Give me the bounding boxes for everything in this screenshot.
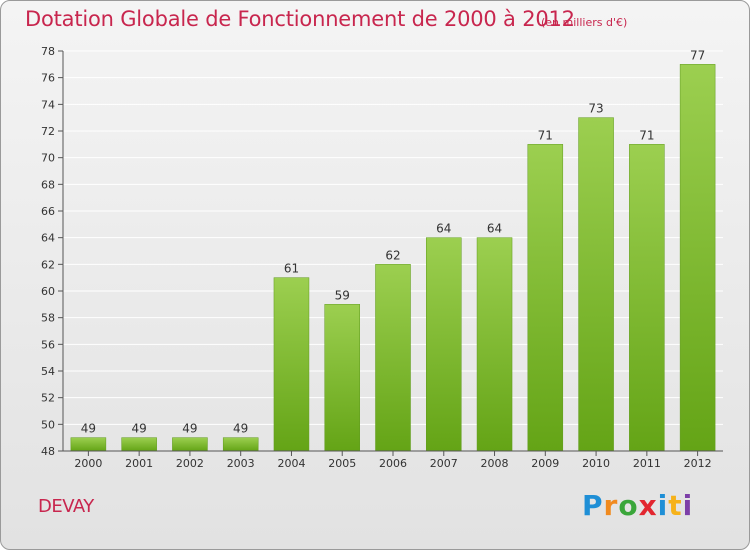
data-label: 49 — [233, 422, 248, 436]
bar — [375, 264, 411, 452]
y-tick-label: 78 — [41, 45, 55, 58]
y-tick-label: 66 — [41, 205, 55, 218]
y-tick-label: 52 — [41, 392, 55, 405]
x-tick-label: 2004 — [277, 457, 305, 470]
y-tick-label: 60 — [41, 285, 55, 298]
bar — [273, 277, 310, 452]
x-tick-label: 2005 — [328, 457, 356, 470]
bar — [578, 117, 614, 452]
y-tick-label: 62 — [41, 258, 55, 271]
data-label: 62 — [385, 248, 400, 262]
x-tick-label: 2009 — [531, 457, 559, 470]
data-label: 73 — [588, 102, 603, 116]
chart-title: Dotation Globale de Fonctionnement de 20… — [25, 7, 575, 31]
bar — [121, 437, 157, 452]
logo-letter: r — [603, 489, 619, 522]
bar — [426, 237, 462, 452]
y-tick-label: 70 — [41, 152, 55, 165]
x-tick-label: 2007 — [430, 457, 458, 470]
logo-letter: t — [668, 489, 683, 522]
data-label: 71 — [538, 128, 553, 142]
x-tick-label: 2001 — [125, 457, 153, 470]
data-label: 64 — [487, 222, 502, 236]
data-label: 77 — [690, 48, 705, 62]
logo-letter: P — [582, 489, 604, 522]
y-tick-label: 50 — [41, 418, 55, 431]
x-tick-label: 2010 — [582, 457, 610, 470]
commune-name: DEVAY — [38, 496, 94, 517]
data-label: 61 — [284, 262, 299, 276]
x-tick-label: 2011 — [633, 457, 661, 470]
bar — [172, 437, 208, 452]
x-tick-label: 2003 — [227, 457, 255, 470]
bar — [476, 237, 513, 452]
bar — [324, 304, 360, 452]
bar — [679, 64, 716, 452]
y-tick-label: 74 — [41, 98, 55, 111]
data-label: 71 — [639, 128, 654, 142]
y-tick-label: 54 — [41, 365, 55, 378]
data-label: 64 — [436, 222, 451, 236]
y-tick-label: 72 — [41, 125, 55, 138]
y-tick-label: 58 — [41, 312, 55, 325]
y-tick-label: 68 — [41, 178, 55, 191]
y-tick-label: 64 — [41, 232, 55, 245]
bar — [222, 437, 259, 452]
y-tick-label: 56 — [41, 338, 55, 351]
logo-letter: o — [618, 489, 639, 522]
bar — [527, 144, 564, 452]
x-tick-label: 2002 — [176, 457, 204, 470]
y-tick-label: 76 — [41, 72, 55, 85]
x-tick-label: 2008 — [481, 457, 509, 470]
axes — [58, 50, 723, 456]
x-tick-label: 2000 — [74, 457, 102, 470]
y-tick-label: 48 — [41, 445, 55, 458]
bar — [70, 437, 107, 452]
logo-letter: i — [657, 489, 669, 522]
x-tick-label: 2006 — [379, 457, 407, 470]
chart-subtitle: (en milliers d'€) — [541, 16, 628, 29]
proxiti-logo: Proxiti — [582, 489, 693, 522]
logo-letter: i — [682, 489, 694, 522]
data-label: 49 — [182, 422, 197, 436]
x-tick-label: 2012 — [684, 457, 712, 470]
data-label: 59 — [335, 288, 350, 302]
labels: 48 50 52 54 56 58 60 62 64 66 68 70 72 74 76 78 49 2000 49… — [41, 45, 712, 470]
data-label: 49 — [81, 422, 96, 436]
bars — [70, 64, 716, 452]
logo-letter: x — [638, 489, 658, 522]
bar — [629, 144, 665, 452]
data-label: 49 — [132, 422, 147, 436]
